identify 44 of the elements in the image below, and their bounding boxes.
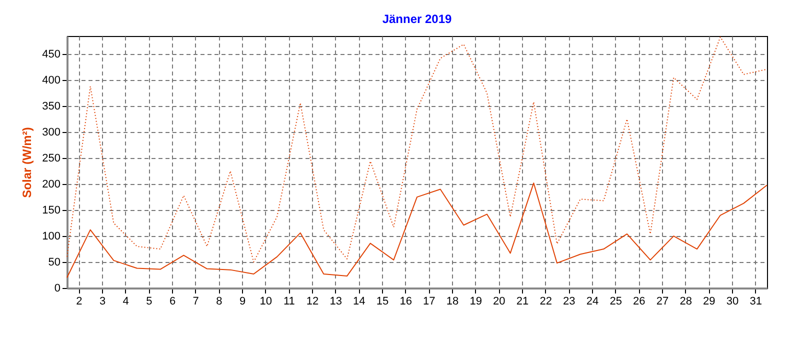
line-series: [66, 182, 768, 278]
x-tick-label: 19: [470, 296, 482, 308]
x-tick-label: 4: [122, 296, 129, 308]
chart-title: Jänner 2019: [382, 12, 452, 26]
x-tick-label: 8: [216, 296, 222, 308]
x-tick-label: 6: [169, 296, 176, 308]
y-tick-label: 300: [42, 126, 60, 139]
x-tick-label: 31: [750, 296, 762, 308]
x-tick-label: 9: [239, 296, 246, 308]
x-tick-label: 14: [353, 296, 366, 308]
x-tick-label: 20: [493, 296, 506, 308]
x-tick-label: 5: [146, 296, 152, 308]
x-tick-label: 27: [656, 296, 669, 308]
x-tick-label: 16: [400, 296, 412, 308]
y-tick-label: 200: [42, 178, 60, 191]
x-tick-label: 24: [586, 296, 599, 308]
y-tick-label: 50: [48, 256, 60, 269]
x-tick-label: 18: [446, 296, 459, 308]
x-tick-label: 26: [633, 296, 646, 308]
x-tick-label: 12: [306, 296, 319, 308]
x-tick-label: 2: [76, 296, 82, 308]
x-tick-label: 15: [376, 296, 389, 308]
x-tick-label: 22: [540, 296, 552, 308]
x-tick-label: 29: [703, 296, 716, 308]
line-series: [66, 36, 768, 263]
x-tick-label: 3: [99, 296, 106, 308]
x-tick-label: 21: [516, 296, 529, 308]
x-tick-label: 23: [563, 296, 576, 308]
x-tick-label: 17: [423, 296, 436, 308]
y-axis-title: Solar (W/m²): [20, 127, 34, 198]
x-tick-label: 7: [192, 296, 199, 308]
x-tick-label: 10: [260, 296, 272, 308]
x-tick-label: 13: [330, 296, 342, 308]
y-tick-label: 150: [42, 204, 60, 217]
y-tick-label: 250: [42, 152, 60, 165]
y-tick-label: 350: [42, 100, 60, 113]
x-tick-label: 25: [610, 296, 622, 308]
y-tick-label: 400: [42, 74, 60, 87]
x-tick-label: 11: [283, 296, 295, 308]
x-tick-label: 30: [726, 296, 739, 308]
y-tick-label: 0: [54, 282, 60, 294]
y-tick-label: 100: [42, 230, 60, 243]
x-tick-label: 28: [680, 296, 692, 308]
y-tick-label: 450: [42, 48, 60, 61]
